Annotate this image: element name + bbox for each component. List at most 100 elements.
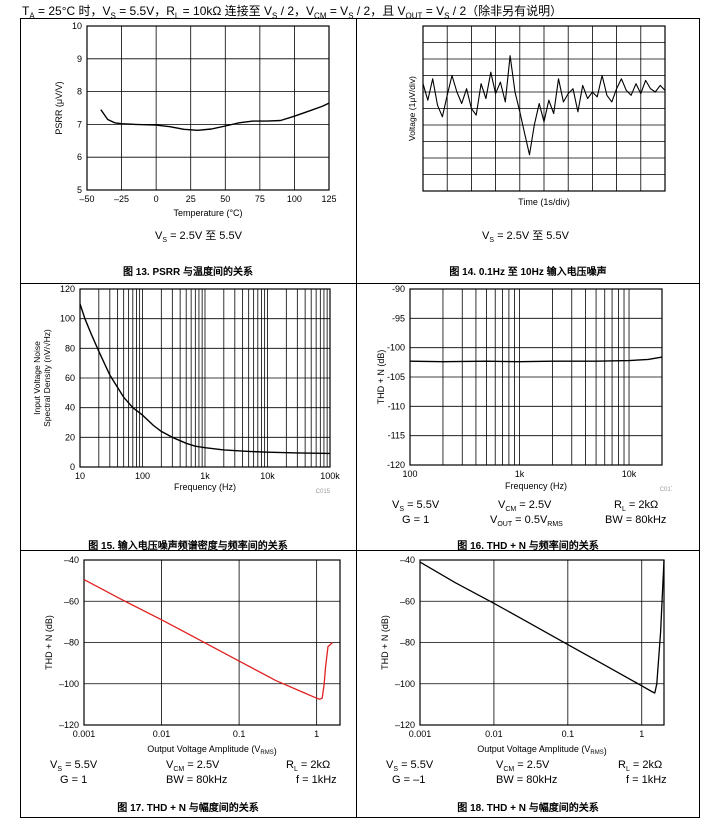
x-tick-label: 125	[321, 194, 336, 204]
y-tick-label: 120	[60, 284, 75, 294]
row-divider-1	[20, 283, 700, 284]
page-header: TA = 25°C 时，VS = 5.5V，RL = 10kΩ 连接至 VS /…	[22, 4, 563, 21]
plot-border	[422, 25, 666, 192]
row-divider-2	[20, 550, 700, 551]
figure-caption: 图 18. THD + N 与幅度间的关系	[457, 803, 599, 814]
y-tick-label: –120	[59, 720, 79, 730]
y-tick-label: –80	[64, 638, 79, 648]
y-tick-label: -105	[387, 372, 405, 382]
figure-grid-frame	[20, 18, 700, 818]
condition-text: VCM = 2.5V	[498, 499, 552, 514]
condition-text: G = 1	[60, 774, 88, 786]
condition-text: RL = 2kΩ	[614, 499, 659, 514]
condition-text: G = –1	[392, 774, 426, 786]
plot-border	[79, 288, 331, 468]
x-axis-label: Output Voltage Amplitude (VRMS)	[477, 744, 606, 756]
y-tick-label: -90	[392, 284, 405, 294]
y-axis-label: Voltage (1μV/div)	[407, 76, 417, 141]
data-series-line	[83, 579, 333, 700]
x-axis-label: Temperature (°C)	[173, 208, 242, 218]
y-tick-label: 5	[77, 185, 82, 195]
thdn-amplitude-chart-g-minus1: 0.001 0.01 0.1 1 –40 –60 –80 –100 –120 Output Vol…	[380, 555, 665, 756]
x-axis-label: Time (1s/div)	[518, 197, 570, 207]
figure-caption: 图 17. THD + N 与幅度间的关系	[117, 803, 259, 814]
figure-code: C017	[660, 487, 672, 493]
y-tick-label: 9	[77, 54, 82, 64]
figure-caption: 图 13. PSRR 与温度间的关系	[122, 267, 254, 278]
column-divider	[356, 18, 357, 818]
x-tick-label: 10	[75, 471, 85, 481]
x-tick-label: 1k	[515, 469, 525, 479]
condition-text: f = 1kHz	[296, 774, 337, 786]
y-tick-label: –100	[59, 679, 79, 689]
y-axis-label: THD + N (dB)	[376, 350, 386, 405]
y-tick-label: 8	[77, 87, 82, 97]
plot-border	[419, 559, 665, 726]
y-tick-label: -95	[392, 313, 405, 323]
y-tick-label: -115	[388, 431, 405, 441]
y-tick-label: –40	[64, 555, 79, 565]
condition-text: VS = 2.5V 至 5.5V	[155, 230, 242, 245]
x-tick-label: 1k	[200, 471, 210, 481]
y-tick-label: -120	[387, 460, 405, 470]
x-tick-label: 10k	[622, 469, 637, 479]
figure-code: C015	[316, 489, 331, 495]
x-axis-label: Frequency (Hz)	[174, 482, 236, 492]
y-tick-label: –40	[400, 555, 415, 565]
y-tick-label: 20	[65, 432, 75, 442]
condition-text: BW = 80kHz	[166, 774, 228, 786]
psrr-temperature-chart: –50 –25 0 25 50 75 100 125 5 6 7 8 9 10 Temperature (°…	[54, 21, 337, 218]
condition-text: BW = 80kHz	[605, 514, 667, 526]
y-axis-label: Spectral Density (nV/√Hz)	[42, 329, 52, 427]
condition-text: VOUT = 0.5VRMS	[490, 514, 563, 529]
plot-border	[409, 288, 663, 466]
condition-text: G = 1	[402, 514, 430, 526]
figure-caption: 图 15. 输入电压噪声频谱密度与频率间的关系	[88, 541, 288, 552]
noise-time-chart: Time (1s/div) Voltage (1μV/div)	[407, 25, 666, 207]
x-tick-label: –25	[114, 194, 129, 204]
x-tick-label: 100	[287, 194, 302, 204]
condition-text: VS = 5.5V	[392, 499, 440, 514]
x-tick-label: 0.01	[153, 729, 171, 739]
x-tick-label: 50	[220, 194, 230, 204]
y-axis-label: THD + N (dB)	[380, 615, 390, 670]
y-axis-label: THD + N (dB)	[44, 615, 54, 670]
data-series-line	[100, 102, 330, 132]
x-tick-label: 0.01	[485, 729, 503, 739]
x-tick-label: 100k	[320, 471, 340, 481]
condition-text: VS = 2.5V 至 5.5V	[482, 230, 569, 245]
x-tick-label: 0.001	[409, 729, 432, 739]
x-axis-label: Output Voltage Amplitude (VRMS)	[147, 744, 276, 756]
x-tick-label: 75	[255, 194, 265, 204]
y-axis-label: Input Voltage Noise	[32, 341, 42, 415]
condition-text: RL = 2kΩ	[286, 759, 331, 774]
data-series-line	[79, 303, 331, 455]
y-tick-label: –120	[395, 720, 415, 730]
condition-text: VS = 5.5V	[386, 759, 434, 774]
y-tick-label: 6	[77, 152, 82, 162]
y-tick-label: 60	[65, 373, 75, 383]
x-axis-label: Frequency (Hz)	[505, 481, 567, 491]
noise-density-chart: 10 100 1k 10k 100k 0 20 40 60 80 100 120 Frequency (…	[32, 284, 340, 495]
x-tick-label: 1	[314, 729, 319, 739]
data-series-line	[409, 356, 663, 363]
y-tick-label: 40	[65, 403, 75, 413]
thdn-amplitude-chart-g1: 0.001 0.01 0.1 1 –40 –60 –80 –100 –120 Output Vol…	[44, 555, 341, 756]
x-tick-label: 0.1	[233, 729, 246, 739]
condition-text: VCM = 2.5V	[496, 759, 550, 774]
y-tick-label: –60	[64, 596, 79, 606]
condition-text: RL = 2kΩ	[618, 759, 663, 774]
x-tick-label: 100	[402, 469, 417, 479]
plot-border	[83, 559, 341, 726]
condition-text: f = 1kHz	[626, 774, 667, 786]
y-tick-label: 100	[60, 314, 75, 324]
condition-text: VS = 5.5V	[50, 759, 98, 774]
x-tick-label: 0	[154, 194, 159, 204]
y-tick-label: –80	[400, 638, 415, 648]
x-tick-label: –50	[79, 194, 94, 204]
y-tick-label: 80	[65, 343, 75, 353]
condition-text: BW = 80kHz	[496, 774, 558, 786]
x-tick-label: 100	[135, 471, 150, 481]
data-series-line	[419, 559, 665, 694]
x-tick-label: 10k	[260, 471, 275, 481]
